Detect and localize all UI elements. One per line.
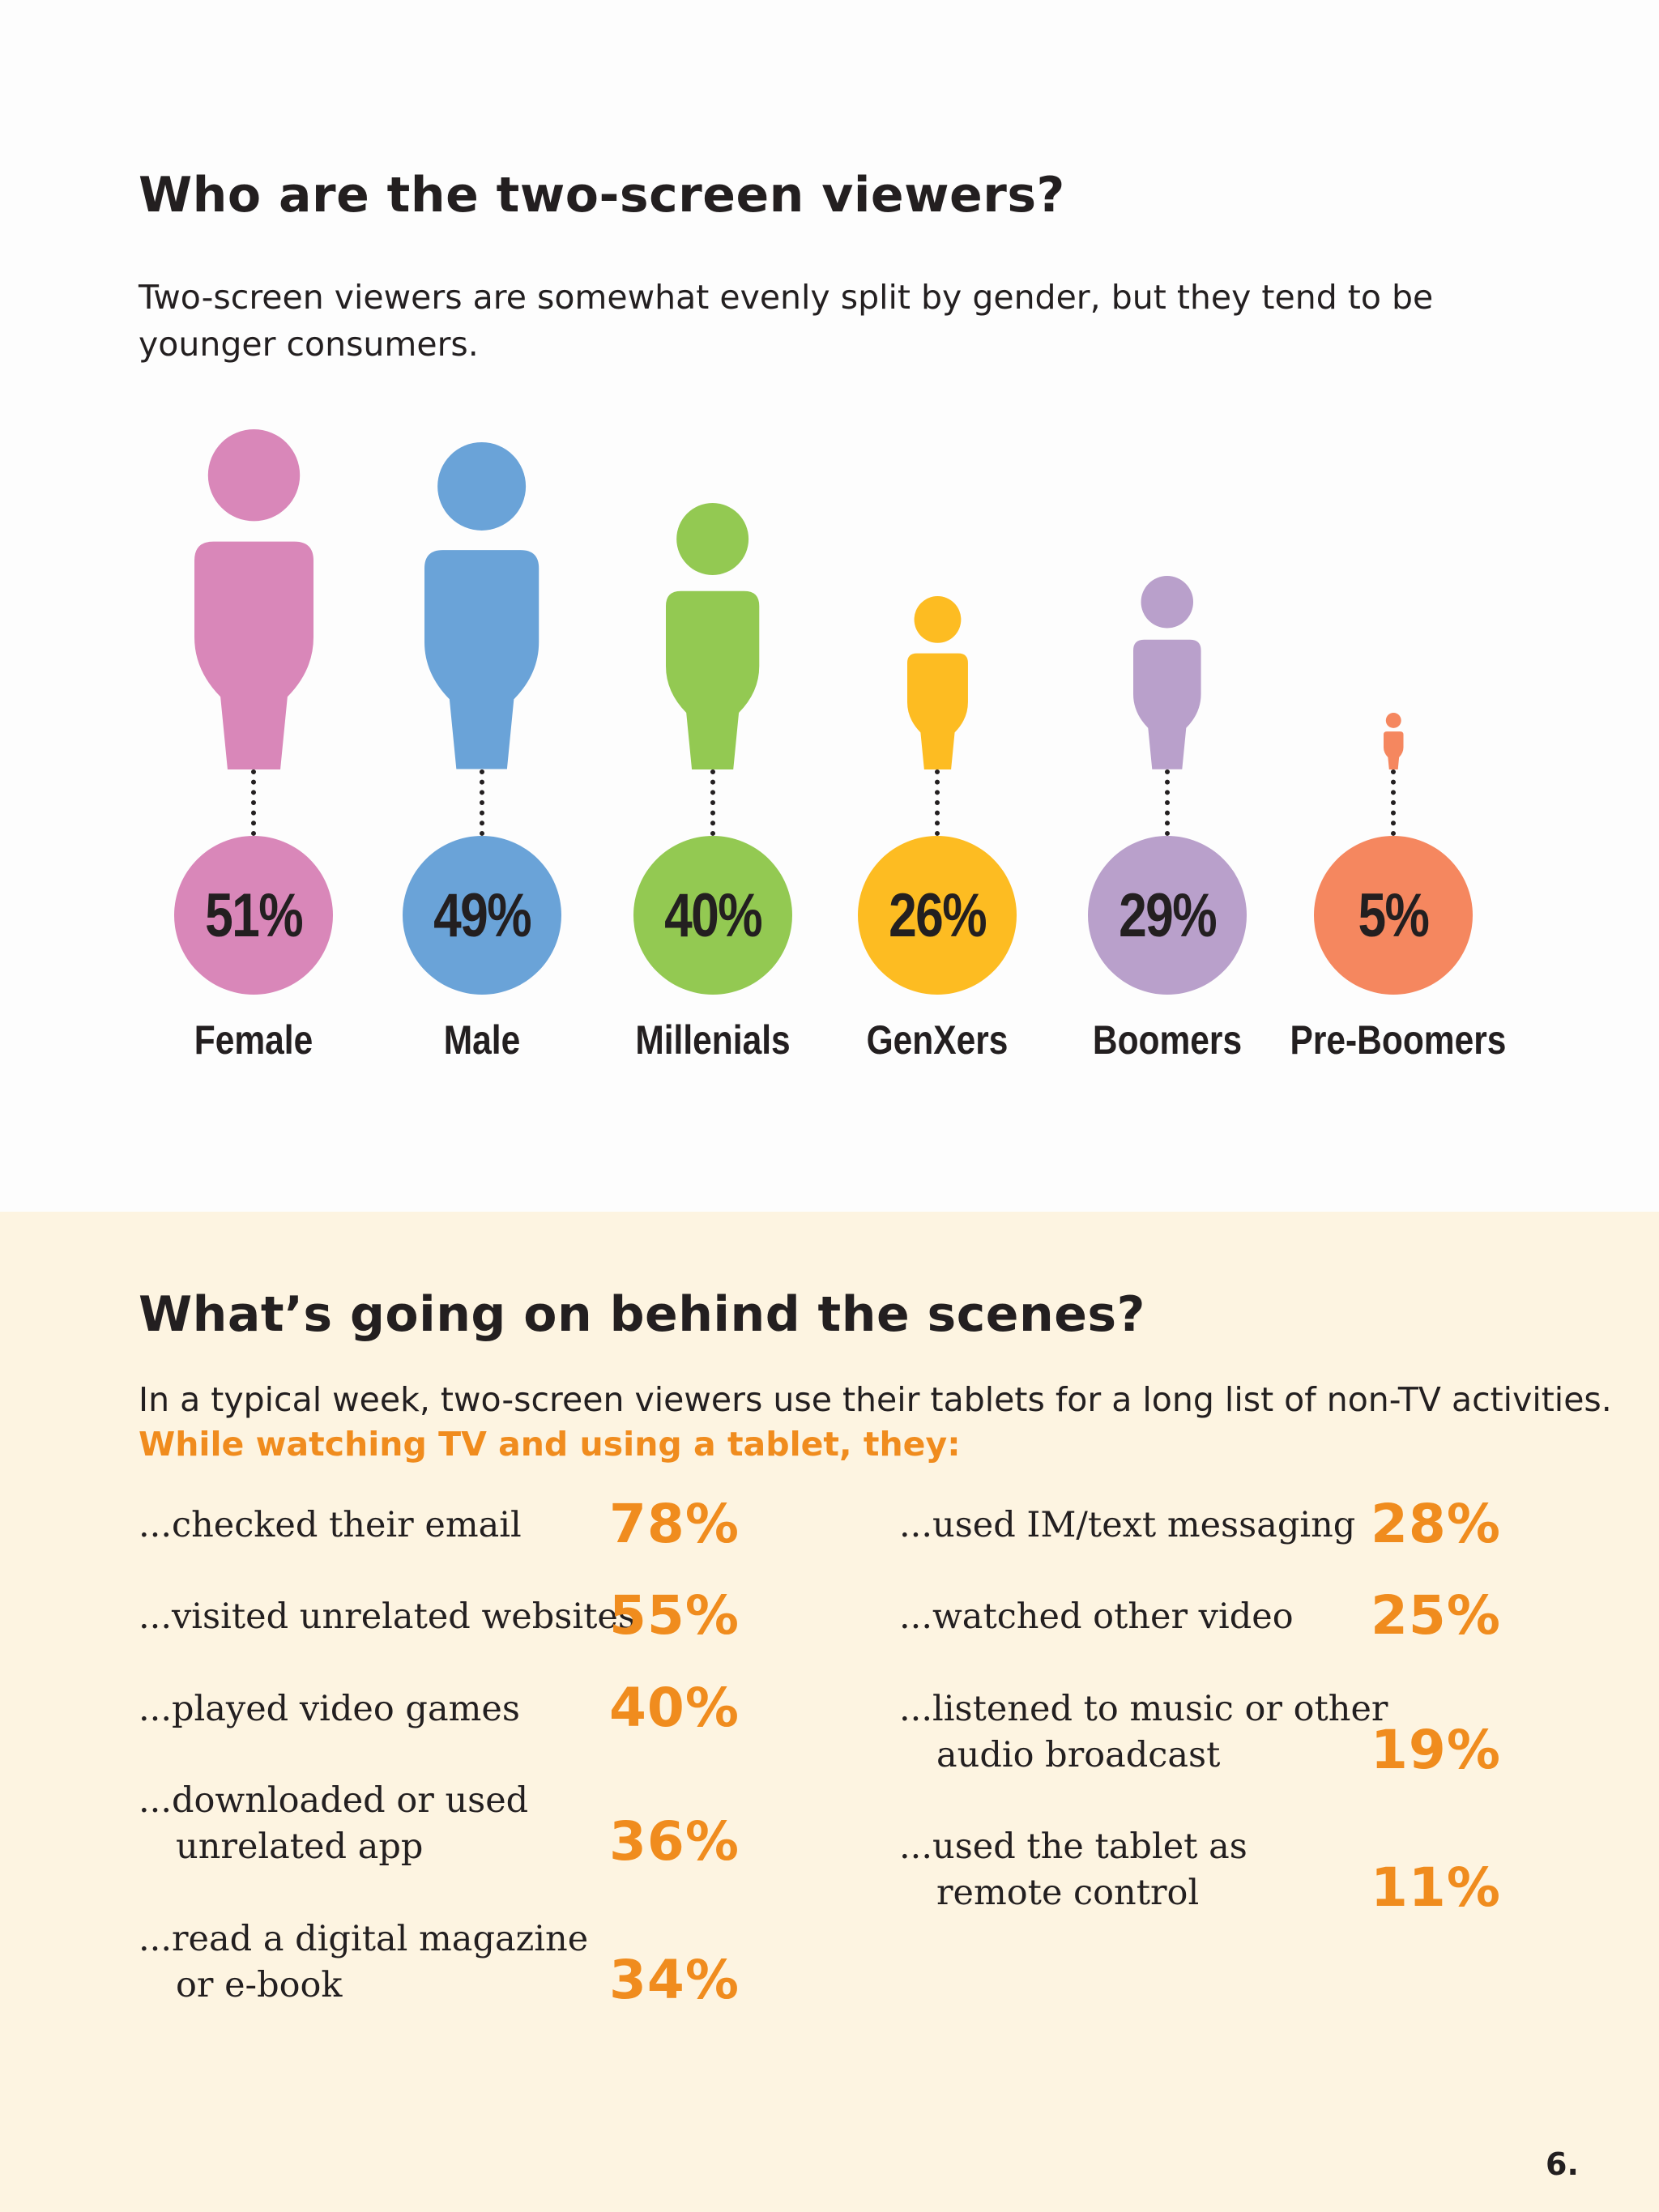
activity-item: ...played video games [139, 1686, 520, 1733]
activity-text: ...listened to music or other [899, 1689, 1388, 1729]
person-body [1383, 731, 1404, 769]
activity-percent: 55% [609, 1584, 740, 1647]
value-label: 26% [889, 880, 987, 950]
person-head [1141, 576, 1194, 629]
person-body [194, 541, 313, 769]
connector-line [251, 769, 256, 836]
activity-item: ...used the tablet as remote control [899, 1824, 1247, 1916]
activity-percent: 28% [1371, 1493, 1501, 1555]
activity-percent: 25% [1371, 1584, 1501, 1647]
value-label: 51% [205, 880, 303, 950]
person-icon-male [421, 442, 542, 769]
activity-text: ...read a digital magazine [139, 1919, 589, 1959]
person-icon-pre-boomers [1380, 713, 1407, 769]
category-label: Male [443, 1017, 521, 1063]
activities-subhead: While watching TV and using a tablet, th… [139, 1425, 961, 1464]
category-label: Millenials [635, 1017, 791, 1063]
person-body [666, 590, 760, 769]
person-body [906, 653, 968, 769]
value-label: 29% [1119, 880, 1217, 950]
person-icon-female [191, 429, 317, 769]
activity-text: ...used IM/text messaging [899, 1505, 1356, 1545]
person-head [1385, 713, 1401, 728]
activity-percent: 78% [609, 1493, 740, 1555]
activity-text-continued: or e-book [176, 1965, 343, 2005]
activity-item: ...watched other video [899, 1594, 1294, 1640]
value-circle: 51% [174, 836, 333, 995]
person-icon-genxers [904, 595, 971, 769]
value-circle: 29% [1088, 836, 1247, 995]
section-intro-behind-scenes: In a typical week, two-screen viewers us… [139, 1380, 1612, 1419]
category-label: Female [194, 1017, 313, 1063]
activity-text-continued: audio broadcast [936, 1735, 1221, 1775]
connector-line [1165, 769, 1170, 836]
category-label: GenXers [866, 1017, 1009, 1063]
activity-text: ...used the tablet as [899, 1826, 1247, 1867]
section-title-viewers: Who are the two-screen viewers? [139, 167, 1065, 224]
person-icon-millenials [663, 502, 762, 769]
value-circle: 40% [633, 836, 792, 995]
category-label: Pre-Boomers [1290, 1017, 1507, 1063]
activity-percent: 11% [1371, 1856, 1501, 1919]
activity-item: ...downloaded or used unrelated app [139, 1778, 528, 1870]
activity-text: ...checked their email [139, 1505, 522, 1545]
connector-line [480, 769, 484, 836]
person-body [424, 550, 539, 769]
activity-text: ...downloaded or used [139, 1780, 529, 1821]
activity-item: ...used IM/text messaging [899, 1502, 1355, 1549]
value-circle: 5% [1314, 836, 1473, 995]
section-title-behind-scenes: What’s going on behind the scenes? [139, 1286, 1145, 1343]
category-label: Boomers [1092, 1017, 1243, 1063]
activity-text: ...watched other video [899, 1596, 1294, 1637]
activity-item: ...listened to music or other audio broad… [899, 1686, 1388, 1779]
value-label: 5% [1358, 880, 1430, 950]
activity-percent: 40% [609, 1677, 740, 1739]
page-number: 6. [1546, 2146, 1579, 2182]
activity-item: ...read a digital magazine or e-book [139, 1916, 588, 2009]
value-label: 49% [433, 880, 531, 950]
activity-text: ...played video games [139, 1689, 520, 1729]
person-head [437, 442, 527, 531]
person-body [1133, 639, 1201, 769]
value-circle: 26% [858, 836, 1017, 995]
activities-section [0, 1212, 1659, 2212]
activity-percent: 34% [609, 1949, 740, 2011]
activity-percent: 19% [1371, 1719, 1501, 1781]
connector-line [935, 769, 940, 836]
person-icon-boomers [1130, 576, 1205, 769]
activity-item: ...checked their email [139, 1502, 522, 1549]
connector-line [710, 769, 715, 836]
activity-percent: 36% [609, 1810, 740, 1873]
activity-text: ...visited unrelated websites [139, 1596, 636, 1637]
value-circle: 49% [403, 836, 561, 995]
value-label: 40% [664, 880, 762, 950]
person-head [207, 429, 300, 522]
activity-item: ...visited unrelated websites [139, 1594, 636, 1640]
activity-text-continued: unrelated app [176, 1826, 424, 1867]
section-intro-viewers: Two-screen viewers are somewhat evenly s… [139, 278, 1434, 364]
person-head [914, 595, 961, 643]
person-head [676, 502, 749, 575]
activity-text-continued: remote control [936, 1873, 1200, 1913]
connector-line [1391, 769, 1396, 836]
